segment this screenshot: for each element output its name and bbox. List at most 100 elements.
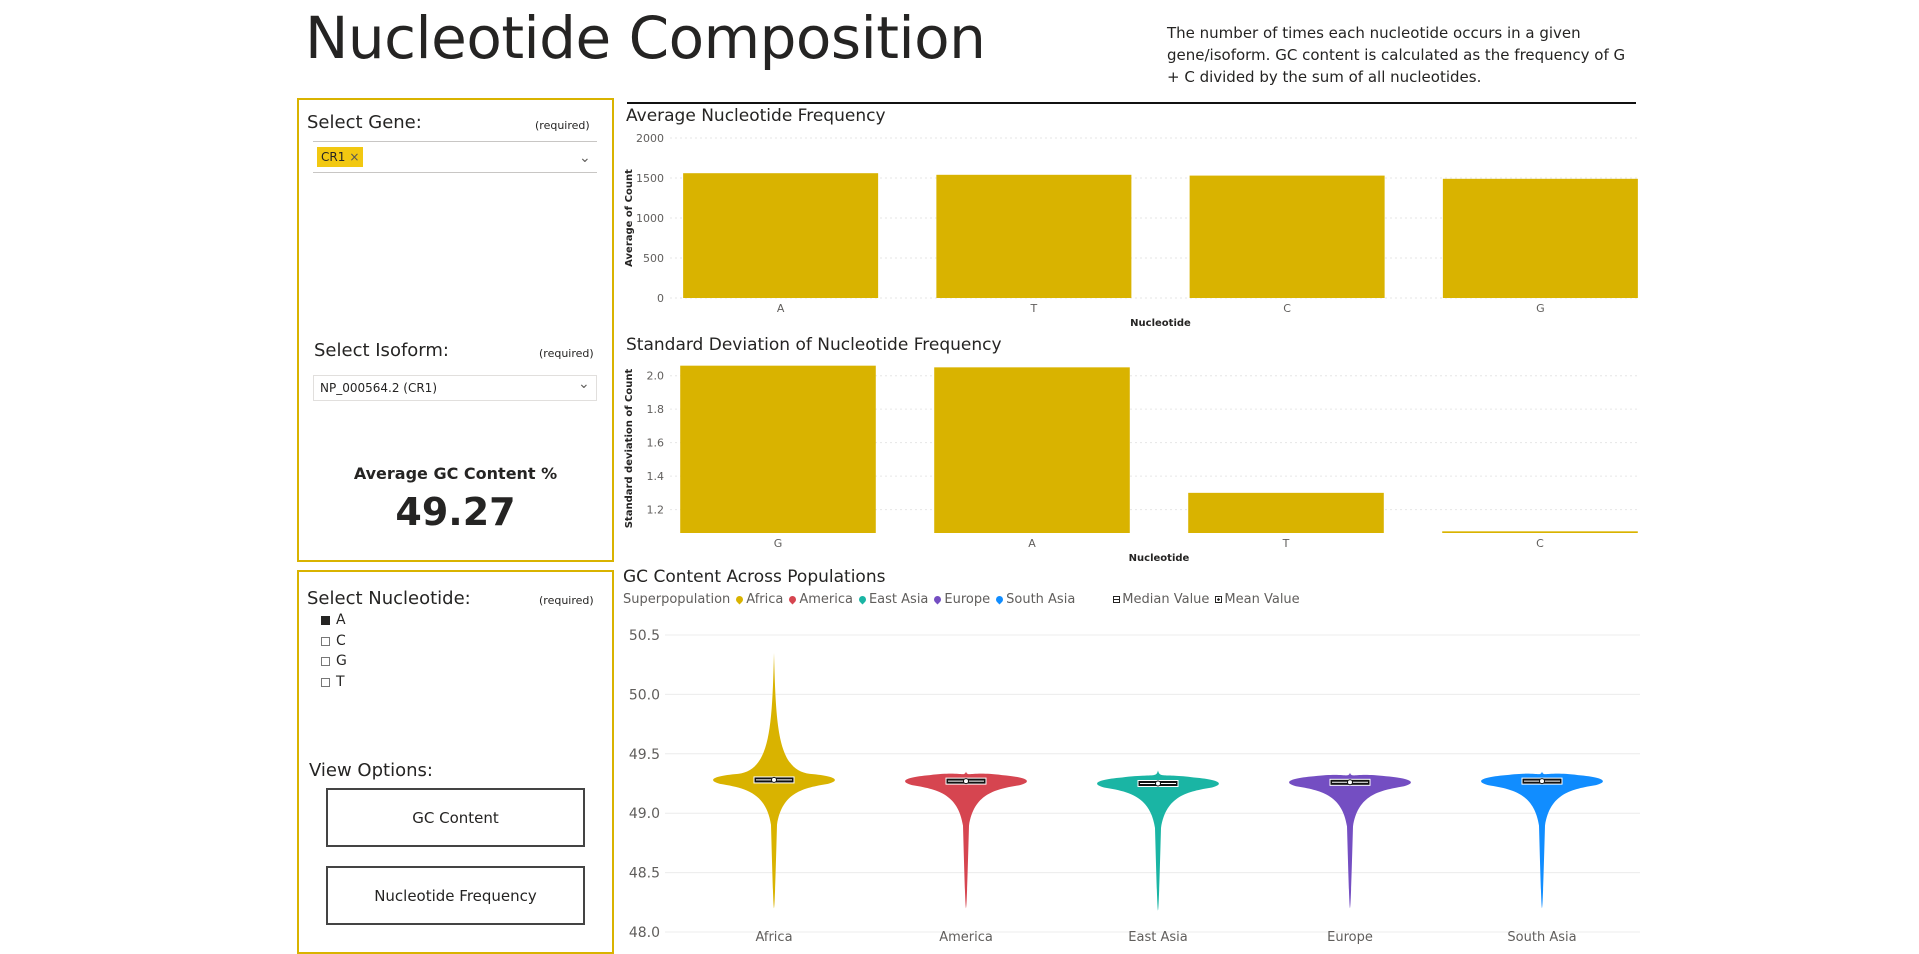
header-divider	[627, 102, 1636, 104]
y-tick-label: 48.5	[629, 866, 660, 882]
gene-chevron-down-icon[interactable]: ⌄	[579, 150, 591, 166]
gc-populations-violin-chart: 48.0 48.5 49.0 49.5 50.0 50.5 Africa America Eas…	[629, 628, 1640, 945]
mean-marker	[1347, 779, 1353, 786]
drop-icon	[932, 594, 943, 605]
bar-t	[936, 174, 1132, 298]
nucleotide-option-a[interactable]: A	[321, 612, 346, 628]
x-tick-label: G	[1536, 302, 1545, 315]
x-axis-label: Nucleotide	[1129, 553, 1190, 564]
y-tick-label: 1.4	[647, 470, 665, 483]
x-tick-label: East Asia	[1128, 930, 1187, 945]
checkbox-icon[interactable]	[321, 677, 330, 687]
gene-required-label: (required)	[535, 119, 590, 132]
x-tick-label: T	[1282, 537, 1290, 550]
y-tick-label: 50.0	[629, 687, 660, 703]
bar-g	[1442, 178, 1638, 298]
legend-label: America	[799, 592, 853, 607]
nucleotide-option-g[interactable]: G	[321, 653, 347, 669]
x-tick-label: America	[939, 930, 993, 945]
bar-t	[1188, 492, 1384, 533]
kpi-label: Average GC Content %	[353, 464, 558, 483]
violin-europe	[1289, 772, 1411, 909]
violin-south-asia	[1481, 771, 1603, 909]
avg-frequency-chart: 0 500 1000 1500 2000 A T C G Nucleotide Average of…	[624, 132, 1640, 329]
filter-panel-top: Select Gene: (required) CR1 × ⌄ Select Is…	[297, 98, 614, 562]
y-tick-label: 2.0	[647, 370, 665, 383]
violin-east-asia	[1097, 770, 1219, 911]
x-tick-label: G	[774, 537, 783, 550]
gc-content-button[interactable]: GC Content	[326, 788, 585, 847]
bar-a	[683, 173, 879, 298]
violin-legend: Superpopulation Africa America East Asia…	[623, 592, 1306, 607]
option-label: T	[336, 674, 345, 690]
gene-dropdown-bottom-border	[313, 172, 597, 173]
legend-south-asia[interactable]: South Asia	[994, 592, 1076, 607]
legend-label: Europe	[944, 592, 991, 607]
legend-africa[interactable]: Africa	[734, 592, 783, 607]
mean-marker	[771, 776, 777, 783]
isoform-value: NP_000564.2 (CR1)	[320, 381, 437, 395]
y-tick-label: 0	[657, 292, 664, 305]
y-tick-label: 48.0	[629, 925, 660, 941]
x-tick-label: Europe	[1327, 930, 1373, 945]
x-tick-label: T	[1030, 302, 1038, 315]
std-frequency-chart: 1.2 1.4 1.6 1.8 2.0 G A T C Nucleotide Standard de…	[624, 365, 1640, 564]
legend-label: East Asia	[868, 592, 929, 607]
checkbox-icon[interactable]	[321, 656, 330, 666]
checkbox-icon[interactable]	[321, 636, 330, 646]
x-tick-label: C	[1536, 537, 1544, 550]
legend-east-asia[interactable]: East Asia	[857, 592, 929, 607]
legend-median[interactable]: Median Value	[1113, 592, 1209, 607]
y-tick-label: 2000	[636, 132, 664, 145]
legend-europe[interactable]: Europe	[932, 592, 991, 607]
legend-label: South Asia	[1006, 592, 1076, 607]
std-frequency-chart-title: Standard Deviation of Nucleotide Frequen…	[626, 335, 1002, 355]
x-tick-label: South Asia	[1507, 930, 1576, 945]
legend-mean[interactable]: Mean Value	[1215, 592, 1300, 607]
y-tick-label: 1.6	[647, 437, 665, 450]
drop-icon	[994, 594, 1005, 605]
y-axis-label: Standard deviation of Count	[624, 368, 635, 528]
y-tick-label: 50.5	[629, 628, 660, 644]
mean-marker	[1539, 778, 1545, 785]
isoform-dropdown[interactable]: NP_000564.2 (CR1)	[313, 375, 597, 401]
filter-panel-bottom: Select Nucleotide: (required) A C G T Vi…	[297, 570, 614, 954]
nucleotide-option-t[interactable]: T	[321, 674, 345, 690]
gene-chip-label: CR1	[321, 150, 346, 164]
nucleotide-option-c[interactable]: C	[321, 633, 346, 649]
y-tick-label: 1.2	[647, 504, 665, 517]
legend-america[interactable]: America	[787, 592, 853, 607]
bar-c	[1189, 175, 1385, 298]
drop-icon	[734, 594, 745, 605]
legend-label: Mean Value	[1224, 592, 1300, 607]
gene-dropdown-top-border	[313, 141, 597, 142]
nucleotide-slicer-label: Select Nucleotide:	[307, 588, 471, 609]
y-tick-label: 49.0	[629, 806, 660, 822]
y-tick-label: 1000	[636, 212, 664, 225]
median-icon	[1113, 596, 1121, 603]
view-options-label: View Options:	[309, 760, 433, 781]
nucleotide-required-label: (required)	[539, 594, 594, 607]
mean-marker	[963, 778, 969, 785]
isoform-chevron-down-icon[interactable]: ⌄	[578, 376, 590, 392]
avg-frequency-chart-title: Average Nucleotide Frequency	[626, 106, 886, 126]
chip-close-icon[interactable]: ×	[349, 150, 360, 164]
checkbox-checked-icon[interactable]	[321, 615, 330, 625]
isoform-slicer-label: Select Isoform:	[314, 340, 449, 361]
bar-g	[680, 365, 876, 533]
isoform-required-label: (required)	[539, 347, 594, 360]
y-axis-label: Average of Count	[624, 169, 635, 267]
option-label: G	[336, 653, 347, 669]
gene-chip[interactable]: CR1 ×	[317, 147, 364, 167]
y-tick-label: 1500	[636, 172, 664, 185]
nucleotide-frequency-button[interactable]: Nucleotide Frequency	[326, 866, 585, 925]
option-label: A	[336, 612, 346, 628]
x-tick-label: Africa	[755, 930, 792, 945]
x-axis-label: Nucleotide	[1130, 318, 1191, 329]
drop-icon	[857, 594, 868, 605]
page-description: The number of times each nucleotide occu…	[1167, 24, 1626, 86]
gene-slicer-label: Select Gene:	[307, 112, 422, 133]
x-tick-label: A	[1028, 537, 1036, 550]
x-tick-label: C	[1283, 302, 1291, 315]
option-label: C	[336, 633, 346, 649]
